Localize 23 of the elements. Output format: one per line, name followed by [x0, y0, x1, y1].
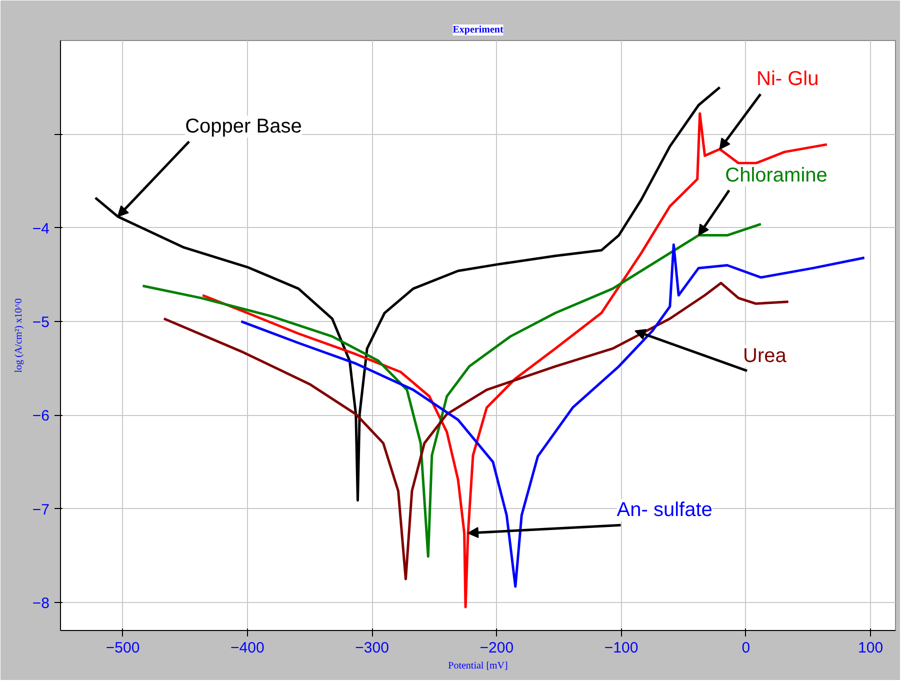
line-series [240, 243, 866, 588]
annotation: Ni- Glu [756, 68, 819, 90]
annotation: An- sulfate [616, 499, 712, 522]
x-tick-label: −300 [355, 640, 389, 656]
line-series [162, 282, 790, 580]
x-axis-title: Potential [mV] [448, 660, 508, 672]
chart-title: Experiment [452, 24, 504, 36]
line-series [94, 86, 722, 502]
x-tick-label: −200 [480, 640, 514, 656]
x-tick-label: −500 [106, 640, 140, 656]
y-tick-label: −7 [32, 501, 50, 518]
x-tick-label: −100 [604, 640, 638, 656]
y-tick-label: −6 [32, 408, 50, 425]
y-tick-label: −8 [32, 594, 50, 612]
annotation: Urea [743, 344, 788, 367]
y-tick-label: −5 [32, 314, 50, 331]
x-tick-label: 0 [742, 640, 750, 656]
x-tick-label: −400 [230, 640, 264, 656]
y-axis-title: log (A/cm²) x10^0 [13, 298, 24, 373]
annotation: Copper Base [185, 116, 302, 138]
annotation: Chloramine [725, 164, 828, 186]
y-tick-label: −4 [32, 220, 50, 238]
x-tick-label: 100 [858, 640, 884, 656]
